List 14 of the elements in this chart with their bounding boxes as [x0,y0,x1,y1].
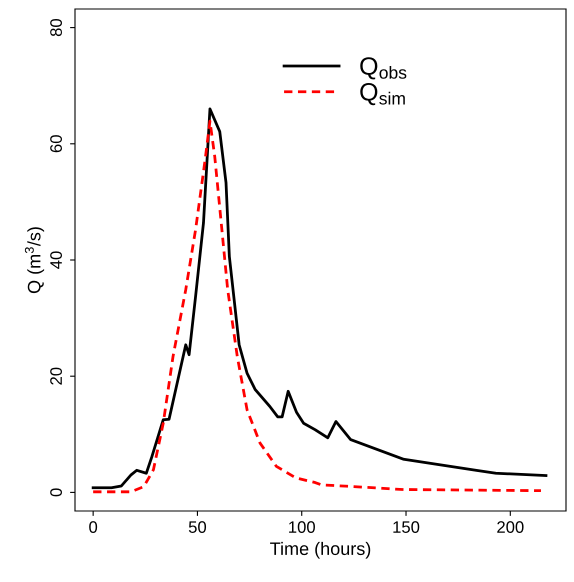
y-axis-title: Q (m$^{3}$/s) [24,227,44,294]
legend-label: Q$_{sim}$ [360,83,405,106]
x-tick-label: 100 [289,521,315,533]
y-tick-label: 80 [50,18,62,36]
y-tick-label: 40 [50,251,62,269]
x-axis-title: Time (hours) [270,542,370,559]
x-tick-label: 50 [188,521,206,533]
y-tick-label: 60 [50,135,62,152]
x-tick-label: 150 [393,521,420,533]
y-tick-label: 20 [50,368,62,385]
x-tick-label: 0 [89,521,98,533]
y-tick-label: 0 [50,488,62,496]
legend-label: Q$_{obs}$ [360,57,406,80]
x-tick-label: 200 [497,521,524,533]
